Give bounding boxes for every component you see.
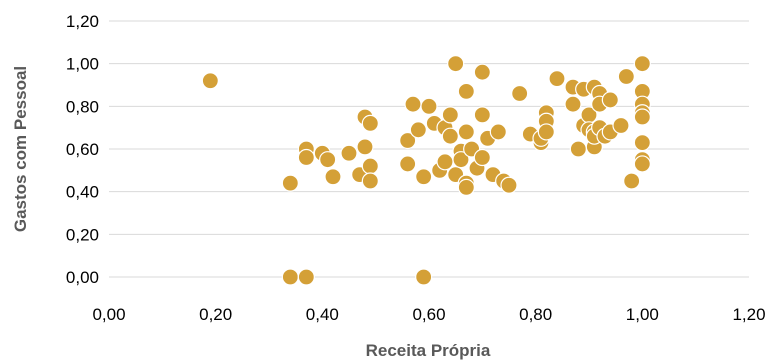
data-point <box>201 72 219 90</box>
data-point <box>612 116 630 135</box>
y-tick-label: 1,00 <box>66 55 99 74</box>
data-point <box>601 91 619 109</box>
data-point <box>473 106 491 124</box>
y-tick-label: 0,40 <box>66 183 99 202</box>
data-point <box>324 168 342 186</box>
data-point <box>452 151 470 169</box>
data-point <box>633 55 651 73</box>
data-point <box>399 131 417 150</box>
data-point <box>415 268 433 286</box>
data-point <box>457 178 475 196</box>
data-point <box>623 172 641 190</box>
data-point <box>537 123 555 141</box>
data-point <box>409 121 427 139</box>
data-point <box>633 108 651 126</box>
data-point <box>420 97 438 115</box>
data-point <box>361 157 379 175</box>
data-point <box>404 95 422 113</box>
data-point <box>361 114 379 133</box>
data-point <box>473 148 491 167</box>
x-tick-label: 1,00 <box>626 305 659 324</box>
data-point <box>489 123 507 141</box>
data-point <box>340 144 358 162</box>
data-point <box>617 67 635 86</box>
data-point <box>281 268 299 286</box>
y-axis-ticks: 0,00 0,20 0,40 0,60 0,80 1,00 1,20 <box>66 12 99 287</box>
data-points <box>201 55 651 286</box>
data-point <box>569 140 587 158</box>
data-point <box>415 168 433 186</box>
data-point <box>633 134 651 152</box>
x-axis-title: Receita Própria <box>366 341 491 360</box>
data-point <box>436 153 454 171</box>
data-point <box>457 123 475 141</box>
data-point <box>564 95 582 113</box>
x-tick-label: 0,60 <box>412 305 445 324</box>
data-point <box>548 69 566 88</box>
x-tick-label: 0,00 <box>92 305 125 324</box>
y-tick-label: 0,20 <box>66 225 99 244</box>
y-tick-label: 0,60 <box>66 140 99 159</box>
data-point <box>356 138 374 156</box>
data-point <box>441 106 459 124</box>
y-tick-label: 1,20 <box>66 12 99 31</box>
data-point <box>633 155 651 173</box>
data-point <box>511 84 529 103</box>
data-point <box>297 148 315 167</box>
y-tick-label: 0,00 <box>66 268 99 287</box>
data-point <box>441 127 459 145</box>
x-tick-label: 0,80 <box>519 305 552 324</box>
data-point <box>319 151 337 169</box>
x-tick-label: 1,20 <box>732 305 765 324</box>
grid-lines <box>109 20 749 278</box>
x-tick-label: 0,20 <box>199 305 232 324</box>
data-point <box>447 55 465 73</box>
data-point <box>297 268 315 286</box>
data-point <box>399 155 417 173</box>
y-tick-label: 0,80 <box>66 97 99 116</box>
data-point <box>500 176 518 194</box>
x-axis-ticks: 0,00 0,20 0,40 0,60 0,80 1,00 1,20 <box>92 305 765 324</box>
data-point <box>473 63 491 81</box>
data-point <box>457 82 475 101</box>
y-axis-title: Gastos com Pessoal <box>11 66 30 232</box>
x-tick-label: 0,40 <box>306 305 339 324</box>
data-point <box>361 172 379 190</box>
data-point <box>281 174 299 192</box>
